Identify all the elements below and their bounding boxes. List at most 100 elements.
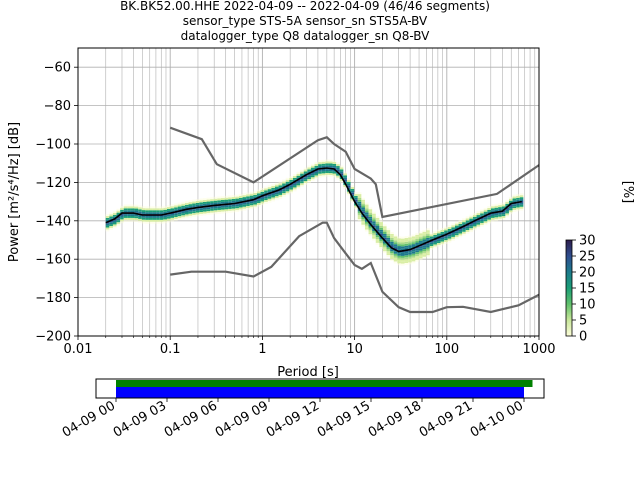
heatmap-cell xyxy=(469,230,473,233)
heatmap-cell xyxy=(508,204,513,207)
heatmap-cell xyxy=(271,199,275,202)
heatmap-cell xyxy=(231,197,236,199)
heatmap-cell xyxy=(375,225,380,228)
heatmap-cell xyxy=(451,223,455,226)
heatmap-cell xyxy=(246,196,250,199)
heatmap-cell xyxy=(444,238,448,241)
heatmap-cell xyxy=(174,203,178,206)
heatmap-cell xyxy=(415,255,419,258)
heatmap-cell xyxy=(112,222,117,225)
heatmap-cell xyxy=(127,216,131,218)
heatmap-cell xyxy=(397,238,401,241)
plot-area xyxy=(78,48,539,336)
heatmap-cell xyxy=(332,162,337,164)
heatmap-cell xyxy=(127,204,131,207)
heatmap-cell xyxy=(184,204,189,207)
heatmap-cell xyxy=(300,185,304,188)
timeline-tick-label: 04-09 06 xyxy=(162,398,220,440)
heatmap-cell xyxy=(476,220,481,223)
heatmap-cell xyxy=(390,255,394,258)
heatmap-cell xyxy=(235,196,239,199)
heatmap-cell xyxy=(127,208,131,211)
heatmap-cell xyxy=(166,210,171,213)
heatmap-cell xyxy=(206,207,211,210)
heatmap-cell xyxy=(458,225,463,228)
heatmap-cell xyxy=(357,201,362,204)
heatmap-cell xyxy=(444,226,448,229)
heatmap-cell xyxy=(519,195,524,198)
heatmap-cell xyxy=(462,231,466,234)
heatmap-cell xyxy=(350,192,355,195)
heatmap-cell xyxy=(400,246,405,249)
heatmap-cell xyxy=(519,204,524,207)
heatmap-cell xyxy=(508,200,513,203)
heatmap-cell xyxy=(483,219,488,222)
heatmap-cell xyxy=(444,232,448,235)
heatmap-cell xyxy=(148,210,153,213)
heatmap-cell xyxy=(289,178,293,180)
heatmap-cell xyxy=(282,187,286,190)
heatmap-cell xyxy=(296,185,301,188)
heatmap-cell xyxy=(235,200,239,203)
heatmap-cell xyxy=(390,249,394,252)
heatmap-cell xyxy=(476,226,481,229)
heatmap-cell xyxy=(408,250,412,253)
heatmap-cell xyxy=(278,185,283,188)
heatmap-cell xyxy=(206,211,211,214)
heatmap-cell xyxy=(292,185,297,188)
heatmap-cell xyxy=(220,200,225,202)
heatmap-cell xyxy=(451,234,455,237)
heatmap-cell xyxy=(386,232,391,234)
heatmap-cell xyxy=(390,251,394,254)
heatmap-cell xyxy=(278,187,283,190)
heatmap-cell xyxy=(519,208,524,211)
heatmap-cell xyxy=(228,207,232,209)
heatmap-cell xyxy=(418,250,423,253)
heatmap-cell xyxy=(516,203,520,206)
heatmap-cell xyxy=(426,239,430,242)
x-tick-label: 0.1 xyxy=(160,342,181,357)
heatmap-cell xyxy=(166,207,171,210)
heatmap-cell xyxy=(458,229,463,232)
heatmap-cell xyxy=(195,212,200,215)
heatmap-cell xyxy=(447,230,452,233)
heatmap-cell xyxy=(123,217,128,220)
heatmap-cell xyxy=(364,219,369,222)
heatmap-cell xyxy=(260,193,265,196)
heatmap-cell xyxy=(256,201,261,203)
heatmap-cell xyxy=(490,208,495,211)
heatmap-cell xyxy=(505,213,509,216)
heatmap-cell xyxy=(285,177,290,180)
heatmap-cell xyxy=(170,217,175,220)
heatmap-cell xyxy=(472,228,477,231)
heatmap-cell xyxy=(422,247,427,250)
heatmap-cell xyxy=(170,208,175,211)
heatmap-cell xyxy=(361,205,365,208)
heatmap-cell xyxy=(278,192,283,195)
heatmap-cell xyxy=(242,197,247,200)
heatmap-cell xyxy=(444,242,448,244)
colorbar xyxy=(565,239,573,337)
heatmap-cell xyxy=(202,200,207,202)
heatmap-cell xyxy=(336,162,340,165)
heatmap-cell xyxy=(440,230,445,232)
heatmap-cell xyxy=(123,219,128,222)
heatmap-cell xyxy=(130,217,135,220)
heatmap-cell xyxy=(462,222,466,225)
heatmap-cell xyxy=(487,211,491,214)
heatmap-cell xyxy=(336,166,340,168)
heatmap-cell xyxy=(451,229,455,232)
heatmap-cell xyxy=(328,161,333,164)
heatmap-cell xyxy=(490,217,495,220)
heatmap-cell xyxy=(181,215,185,218)
new-low-noise-model-line xyxy=(170,221,539,314)
heatmap-cell xyxy=(454,223,459,226)
heatmap-cell xyxy=(426,249,430,252)
heatmap-cell xyxy=(116,210,121,213)
heatmap-cell xyxy=(274,188,279,191)
heatmap-cell xyxy=(368,214,373,217)
heatmap-cell xyxy=(343,173,347,176)
title-line-1: BK.BK52.00.HHE 2022-04-09 -- 2022-04-09 … xyxy=(120,0,490,13)
heatmap-cell xyxy=(271,195,275,198)
heatmap-cell xyxy=(429,238,434,241)
